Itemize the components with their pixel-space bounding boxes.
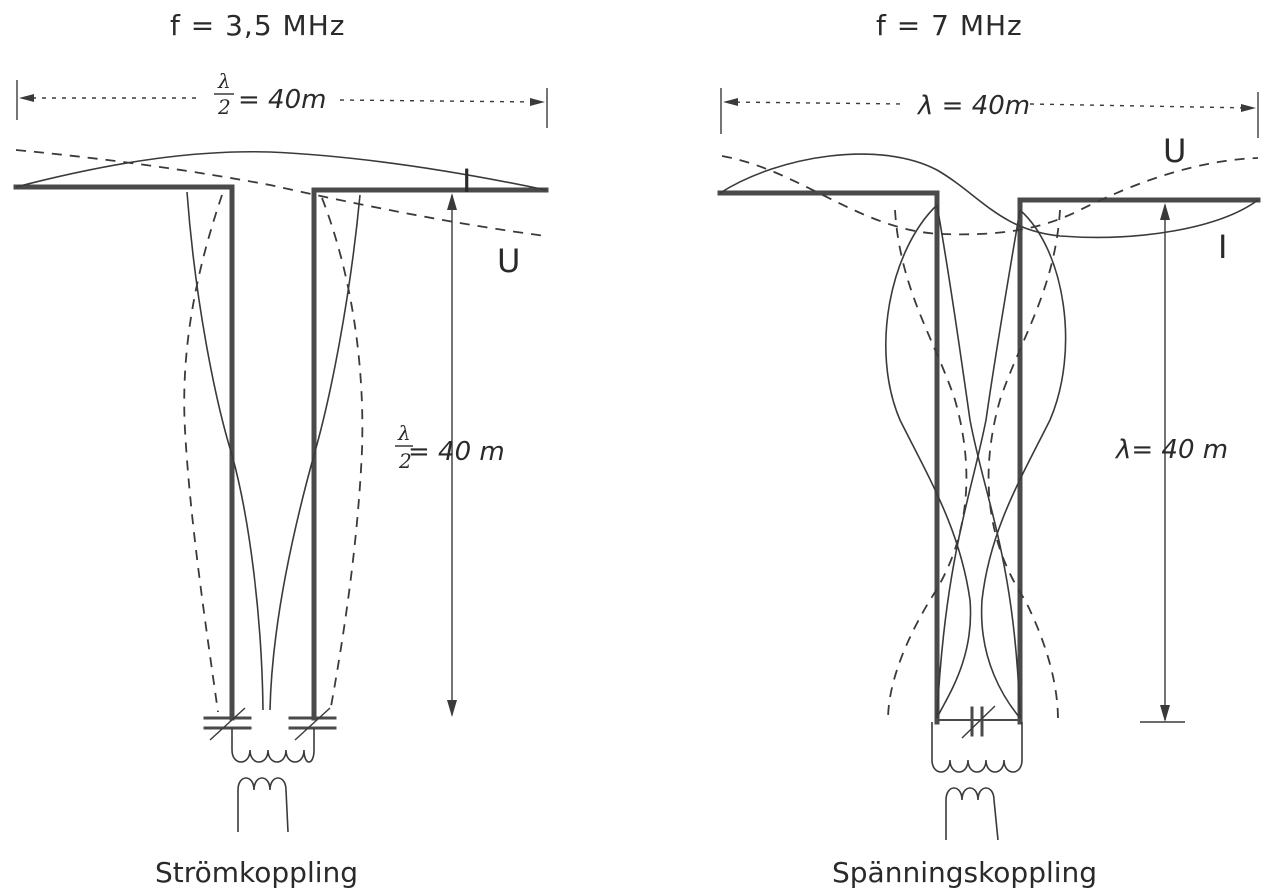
- right-voltage-label: U: [1163, 132, 1186, 170]
- right-caption: Spänningskoppling: [832, 856, 1097, 889]
- right-current-curve-feeder-left-inner: [936, 204, 1021, 719]
- right-antenna-wires: [717, 190, 1261, 725]
- right-voltage-curve-top: [721, 155, 1259, 236]
- left-frequency-title: f = 3,5 MHz: [170, 9, 345, 42]
- left-current-curve-top: [15, 150, 547, 191]
- right-width-label: λ = 40m: [916, 91, 1030, 121]
- right-current-label: I: [1218, 228, 1227, 266]
- right-voltage-curve-feeder-right: [987, 209, 1061, 721]
- right-current-curve-top: [719, 153, 1259, 239]
- right-width-dimension: λ = 40m: [720, 88, 1259, 138]
- right-link-coil: [945, 787, 999, 841]
- left-coupling-network: [203, 707, 337, 833]
- left-width-fraction-num: λ: [217, 69, 231, 93]
- left-width-dimension: λ 2 = 40m: [16, 69, 548, 128]
- left-antenna-wires: [13, 184, 549, 721]
- left-voltage-curve-feeder-right: [321, 197, 364, 713]
- left-coupling-coil: [231, 749, 315, 763]
- left-voltage-curve-feeder-left: [183, 194, 223, 713]
- right-height-dimension: λ= 40 m: [1114, 203, 1228, 723]
- left-voltage-label: U: [497, 242, 520, 280]
- right-current-curve-feeder-right-inner: [936, 209, 1021, 719]
- left-current-label: I: [462, 162, 471, 200]
- voltage-coupling-diagram: f = 7 MHz λ = 40m U I: [717, 9, 1261, 889]
- right-frequency-title: f = 7 MHz: [876, 9, 1023, 42]
- left-height-dimension: λ 2 = 40 m: [395, 193, 505, 717]
- right-coupling-coil: [931, 759, 1023, 773]
- left-height-label: = 40 m: [408, 437, 505, 467]
- right-current-curve-feeder-left: [885, 204, 972, 719]
- left-caption: Strömkoppling: [155, 856, 358, 889]
- left-current-curve-feeder-left: [186, 191, 264, 711]
- right-voltage-curve-feeder-left: [887, 209, 968, 721]
- right-coupling-network: [931, 705, 1023, 841]
- left-height-fraction-num: λ: [397, 421, 411, 445]
- left-width-label: = 40m: [238, 85, 326, 115]
- left-width-fraction-den: 2: [217, 95, 231, 119]
- right-current-curve-feeder-right: [980, 209, 1067, 719]
- left-height-fraction-den: 2: [398, 449, 412, 473]
- left-link-coil: [237, 777, 289, 833]
- right-height-label: λ= 40 m: [1114, 435, 1228, 465]
- left-voltage-curve-top: [15, 149, 547, 237]
- current-coupling-diagram: f = 3,5 MHz λ 2 = 40m I U: [13, 9, 549, 889]
